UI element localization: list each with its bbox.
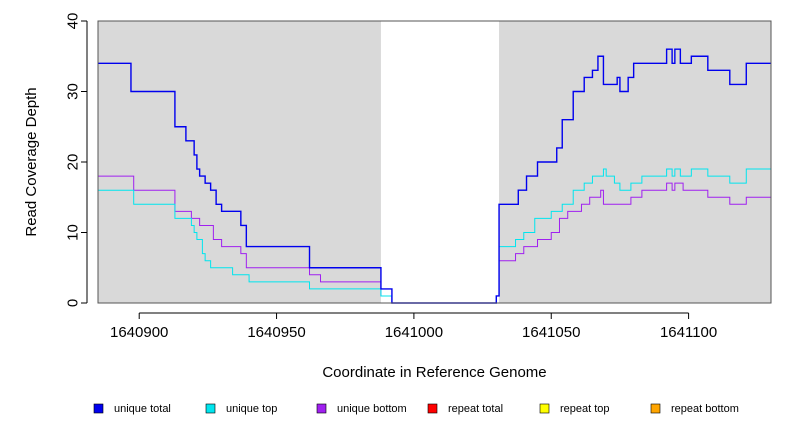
legend-label-unique-top: unique top (226, 403, 277, 415)
x-tick-label-1641000: 1641000 (385, 324, 443, 341)
legend-label-repeat-bottom: repeat bottom (671, 403, 739, 415)
x-tick-label-1640900: 1640900 (110, 324, 168, 341)
series-line-unique-top (98, 168, 771, 304)
x-tick-label-1641100: 1641100 (660, 324, 717, 341)
shaded-regions (98, 21, 771, 303)
y-tick-label-40: 40 (64, 13, 81, 30)
x-tick-label-1641050: 1641050 (522, 324, 580, 341)
y-tick-label-30: 30 (64, 83, 81, 100)
y-tick-label-20: 20 (64, 154, 81, 171)
legend-swatch-unique-top (205, 403, 216, 414)
series-line-unique-bottom (98, 175, 771, 304)
legend-swatch-repeat-bottom (650, 403, 661, 414)
y-tick-label-0: 0 (64, 299, 81, 307)
x-tick-label-1640950: 1640950 (247, 324, 305, 341)
legend-swatch-repeat-top (539, 403, 550, 414)
legend-swatch-unique-bottom (316, 403, 327, 414)
legend-label-repeat-top: repeat top (560, 403, 610, 415)
y-axis-label: Read Coverage Depth (23, 87, 40, 236)
legend-swatch-unique-total (93, 403, 104, 414)
x-axis-label: Coordinate in Reference Genome (322, 364, 546, 381)
legend-label-unique-bottom: unique bottom (337, 403, 407, 415)
plot-frame (97, 20, 772, 304)
legend-label-repeat-total: repeat total (448, 403, 503, 415)
legend: unique total unique top unique bottom repea… (93, 403, 739, 415)
series-line-unique-total (98, 48, 771, 304)
y-tick-label-10: 10 (64, 224, 81, 241)
legend-swatch-repeat-total (427, 403, 438, 414)
axes: 0 10 20 30 40 1640900 1640950 1641000 1641050 164… (64, 13, 717, 341)
shaded-region-0 (98, 21, 381, 303)
legend-label-unique-total: unique total (114, 403, 171, 415)
